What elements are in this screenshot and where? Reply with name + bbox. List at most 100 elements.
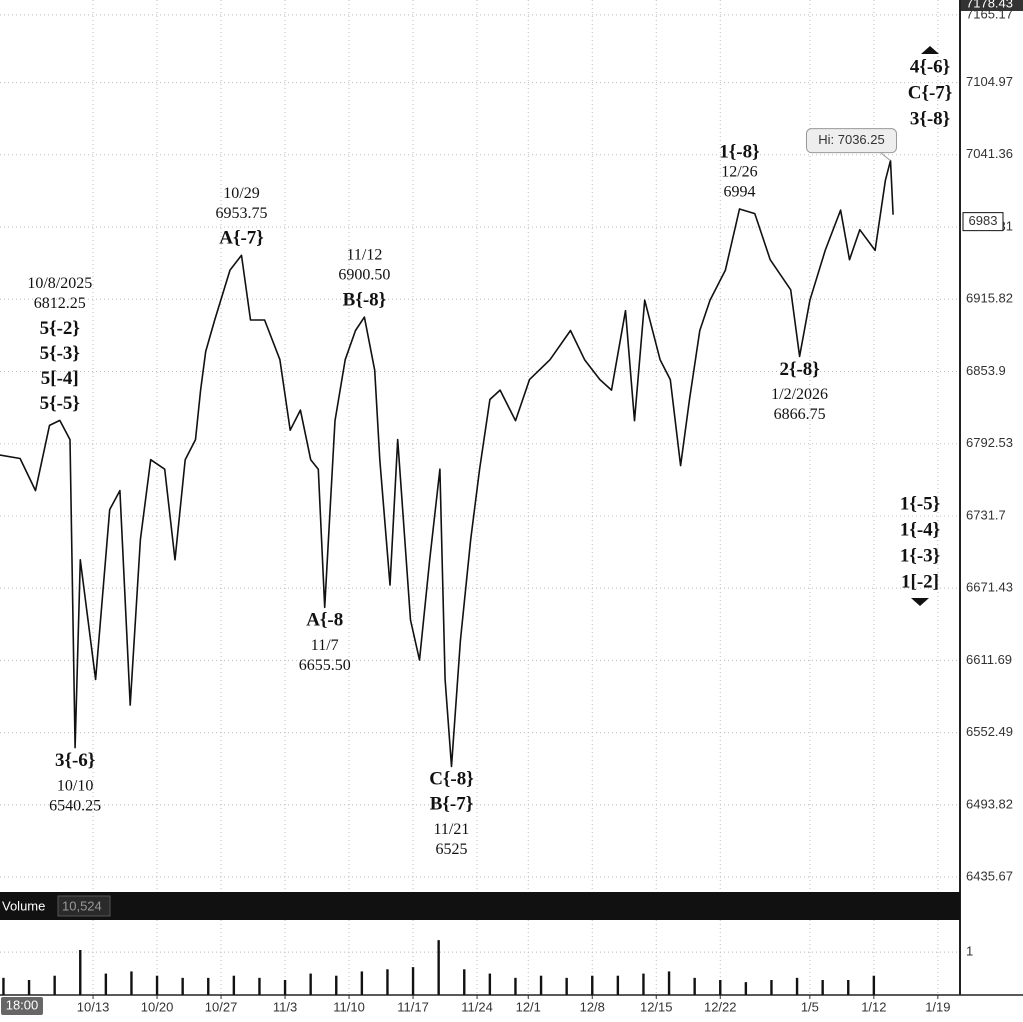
volume-bar: [872, 975, 876, 995]
y-tick-label: 6552.49: [966, 724, 1013, 739]
wave-annotation: B{-8}: [343, 289, 386, 310]
y-tick-label: 6731.7: [966, 507, 1006, 522]
volume-bar: [79, 950, 82, 995]
volume-bar: [591, 975, 594, 995]
volume-bar: [386, 969, 389, 995]
wave-note: 4{-6}: [910, 56, 950, 77]
volume-bar: [104, 973, 108, 995]
wave-annotation: 11/21: [434, 821, 470, 838]
x-tick-label: 1/19: [925, 999, 950, 1014]
wave-annotation: 6900.50: [338, 267, 390, 284]
volume-bar: [693, 977, 696, 995]
x-tick-label: 12/1: [516, 999, 541, 1014]
volume-bar: [616, 975, 620, 995]
wave-annotation: 12/26: [721, 164, 757, 181]
volume-bar: [181, 977, 184, 995]
arrow-up: [921, 46, 939, 54]
volume-title: Volume: [2, 898, 45, 913]
x-tick-label: 12/15: [640, 999, 673, 1014]
wave-annotation: A{-7}: [219, 228, 264, 249]
x-tick-label: 12/8: [580, 999, 605, 1014]
wave-note: C{-7}: [908, 82, 953, 103]
y-tick-label: 6493.82: [966, 796, 1013, 811]
volume-bar: [539, 975, 543, 995]
volume-bar: [232, 975, 236, 995]
wave-annotation: 10/10: [57, 777, 93, 794]
wave-annotation: 6812.25: [34, 295, 86, 312]
wave-annotation: 11/7: [311, 637, 339, 654]
volume-last-label: 10,524: [62, 898, 102, 913]
wave-annotation: 5{-2}: [40, 318, 80, 339]
wave-annotation: 5[-4]: [41, 368, 79, 389]
volume-bar: [283, 980, 287, 995]
top-price-box: [961, 0, 1023, 11]
volume-bar: [821, 980, 824, 995]
volume-bar: [719, 980, 722, 995]
volume-bar: [207, 977, 210, 995]
volume-bar: [488, 973, 492, 995]
wave-annotation: 1{-8}: [719, 141, 759, 162]
y-tick-label: 6853.9: [966, 363, 1006, 378]
wave-annotation: 6655.50: [299, 657, 351, 674]
wave-annotation: 11/12: [346, 247, 382, 264]
wave-annotation: 5{-3}: [40, 343, 80, 364]
volume-header: [0, 892, 960, 920]
x-tick-label: 1/12: [861, 999, 886, 1014]
volume-bar: [642, 973, 645, 995]
volume-bar: [514, 977, 517, 995]
volume-tick-label: 1: [966, 944, 973, 959]
y-tick-label: 6915.82: [966, 291, 1013, 306]
volume-bar: [130, 971, 133, 995]
wave-annotation: 3{-6}: [55, 750, 95, 771]
y-tick-label: 6435.67: [966, 868, 1013, 883]
x-tick-label: 11/17: [397, 999, 429, 1014]
arrow-down: [911, 598, 929, 606]
last-price-label: 6983: [969, 213, 998, 228]
volume-bar: [27, 980, 31, 995]
wave-annotation: 10/29: [223, 185, 259, 202]
volume-bar: [770, 980, 773, 995]
last-price-box: [962, 212, 1004, 232]
wave-annotation: 5{-5}: [40, 393, 80, 414]
wave-annotation: 6540.25: [49, 797, 101, 814]
x-tick-label: 11/10: [333, 999, 365, 1014]
y-tick-label: 6792.53: [966, 435, 1013, 450]
x-tick-label: 1/5: [801, 999, 819, 1014]
y-tick-label: 7178.43: [966, 0, 1013, 10]
volume-bar: [744, 982, 748, 995]
high-label: Hi: 7036.25: [818, 132, 885, 147]
volume-bar: [53, 975, 56, 995]
x-tick-label: 10/27: [205, 999, 238, 1014]
volume-bar: [2, 977, 5, 995]
wave-annotation: 6866.75: [774, 406, 826, 423]
volume-bar: [667, 971, 671, 995]
wave-annotation: 2{-8}: [779, 359, 819, 380]
y-tick-label: 7104.97: [966, 74, 1013, 89]
x-tick-label: 11/3: [273, 999, 297, 1014]
y-tick-label: 6671.43: [966, 580, 1013, 595]
volume-bar: [847, 980, 850, 995]
volume-bar: [335, 975, 338, 995]
high-marker: [880, 152, 891, 162]
volume-bar: [360, 971, 364, 995]
wave-note: 1{-5}: [900, 493, 940, 514]
wave-annotation: A{-8: [306, 610, 343, 631]
price-line: [0, 159, 894, 768]
y-tick-label: 6611.69: [966, 652, 1012, 667]
x-tick-label: 10/13: [77, 999, 110, 1014]
x-start-box: [1, 997, 43, 1015]
volume-bar: [155, 975, 159, 995]
x-start-label: 18:00: [6, 997, 39, 1012]
volume-bar: [463, 969, 466, 995]
volume-bar: [437, 940, 440, 995]
volume-bar: [258, 977, 261, 995]
wave-annotation: 6953.75: [216, 205, 268, 222]
wave-annotation: 6994: [723, 184, 755, 201]
wave-annotation: 6525: [435, 841, 467, 858]
high-callout: [805, 128, 897, 154]
volume-bar: [565, 977, 568, 995]
wave-annotation: B{-7}: [430, 794, 473, 815]
y-tick-label: 7165.17: [966, 6, 1013, 21]
